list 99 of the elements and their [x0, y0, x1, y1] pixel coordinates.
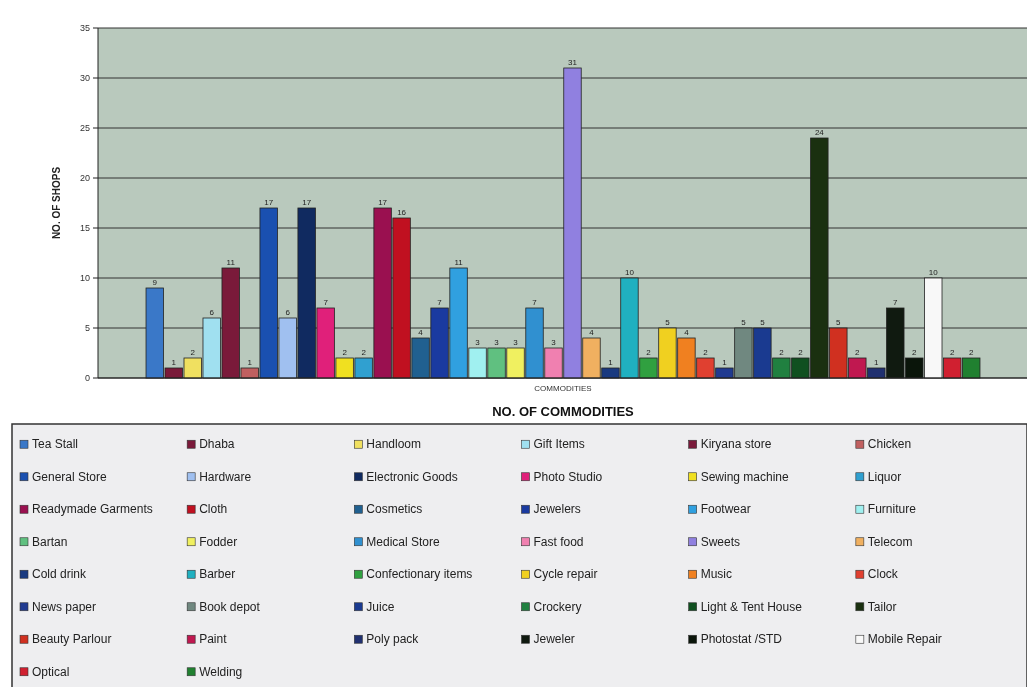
legend-label: Cloth [199, 502, 228, 517]
legend-label: Sewing machine [700, 469, 790, 484]
data-label: 31 [568, 58, 578, 67]
data-label: 5 [760, 318, 766, 327]
legend-label: Medical Store [366, 534, 441, 549]
data-label: 1 [608, 358, 614, 367]
x-axis-title: COMMODITIES [534, 384, 592, 393]
legend-label: Tailor [867, 599, 897, 614]
data-label: 17 [378, 198, 388, 207]
legend-label: Mobile Repair [867, 632, 942, 647]
text: NO. OF COMMODITIES [492, 404, 635, 419]
legend-label: Jewelers [533, 502, 581, 517]
data-label: 2 [855, 348, 861, 357]
data-label: 1 [247, 358, 253, 367]
y-tick-label: 20 [79, 173, 90, 184]
data-label: 1 [171, 358, 177, 367]
data-label: 3 [513, 338, 519, 347]
data-label: 2 [361, 348, 367, 357]
y-tick-label: 25 [79, 123, 90, 134]
legend-label: Tea Stall [32, 437, 79, 452]
data-label: 1 [874, 358, 880, 367]
data-label: 2 [798, 348, 804, 357]
legend-label: Liquor [867, 469, 902, 484]
legend-label: Cycle repair [533, 567, 598, 582]
data-label: 17 [264, 198, 274, 207]
legend-label: Paint [199, 632, 228, 647]
legend-label: General Store [32, 469, 108, 484]
y-axis-title: NO. OF SHOPS [51, 166, 62, 240]
legend-label: Confectionary items [366, 567, 473, 582]
y-tick-label: 30 [79, 73, 90, 84]
data-label: 2 [342, 348, 348, 357]
data-label: 5 [665, 318, 671, 327]
data-label: 7 [893, 298, 899, 307]
data-label: 24 [814, 128, 825, 137]
data-label: 2 [646, 348, 652, 357]
data-label: 2 [703, 348, 709, 357]
data-label: 7 [532, 298, 538, 307]
data-label: 4 [589, 328, 595, 337]
data-label: 3 [494, 338, 500, 347]
data-label: 7 [323, 298, 329, 307]
legend-label: News paper [32, 599, 97, 614]
legend-label: Footwear [700, 502, 751, 517]
legend-label: Photo Studio [533, 469, 603, 484]
data-label: 6 [209, 308, 215, 317]
legend-label: Kiryana store [700, 437, 772, 452]
legend-label: Fast food [533, 534, 584, 549]
data-label: 1 [722, 358, 728, 367]
legend-label: Fodder [199, 534, 238, 549]
legend-label: Barber [199, 567, 236, 582]
y-tick-label: 10 [79, 273, 90, 284]
data-label: 7 [437, 298, 443, 307]
legend-label: Optical [32, 664, 70, 679]
data-label: 11 [454, 258, 464, 267]
y-tick-label: 35 [79, 23, 90, 34]
y-tick-label: 0 [84, 373, 90, 384]
legend-label: Welding [199, 664, 243, 679]
legend-label: Bartan [32, 534, 68, 549]
legend-label: Book depot [199, 599, 261, 614]
data-label: 4 [418, 328, 424, 337]
data-label: 5 [741, 318, 747, 327]
legend-label: Light & Tent House [700, 599, 803, 614]
legend-label: Photostat /STD [700, 632, 783, 647]
legend-label: Telecom [867, 534, 913, 549]
legend-label: Sweets [700, 534, 741, 549]
data-label: 17 [302, 198, 312, 207]
legend-label: Handloom [366, 437, 422, 452]
legend-label: Poly pack [366, 632, 420, 647]
legend-label: Furniture [867, 502, 917, 517]
data-label: 4 [684, 328, 690, 337]
data-label: 2 [190, 348, 196, 357]
data-label: 2 [969, 348, 975, 357]
y-tick-label: 15 [79, 223, 90, 234]
y-tick-label: 5 [84, 323, 90, 334]
data-label: 10 [928, 268, 939, 277]
data-label: 16 [397, 208, 407, 217]
data-label: 2 [779, 348, 785, 357]
legend-label: Cosmetics [366, 502, 423, 517]
data-label: 3 [551, 338, 557, 347]
data-label: 10 [625, 268, 635, 277]
legend-label: Clock [867, 567, 899, 582]
data-label: 9 [152, 278, 158, 287]
legend-label: Beauty Parlour [32, 632, 112, 647]
data-label: 2 [950, 348, 956, 357]
legend-label: Cold drink [32, 567, 88, 582]
legend-label: Juice [366, 599, 395, 614]
data-label: 2 [912, 348, 918, 357]
data-label: 6 [285, 308, 291, 317]
legend-label: Crockery [533, 599, 582, 614]
legend-label: Chicken [867, 437, 912, 452]
legend-label: Dhaba [199, 437, 235, 452]
data-label: 11 [226, 258, 236, 267]
legend-label: Jeweler [533, 632, 575, 647]
legend-label: Gift Items [533, 437, 585, 452]
legend-label: Readymade Garments [32, 502, 153, 517]
data-label: 5 [836, 318, 842, 327]
data-label: 3 [475, 338, 481, 347]
legend-label: Electronic Goods [366, 469, 458, 484]
legend-label: Music [700, 567, 733, 582]
legend-label: Hardware [199, 469, 252, 484]
